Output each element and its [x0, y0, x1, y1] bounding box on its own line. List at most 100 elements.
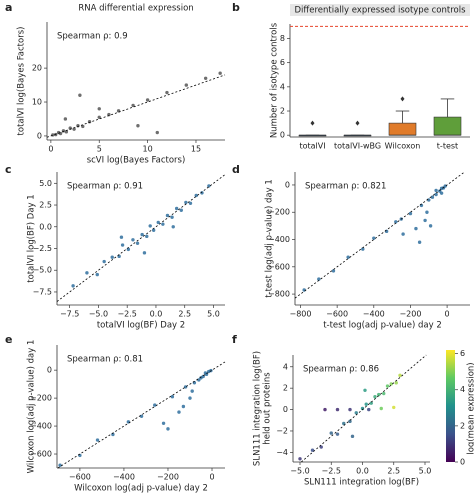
x-tick-label: 5.0 — [419, 467, 432, 476]
point — [170, 395, 175, 399]
point — [126, 420, 131, 424]
point — [298, 457, 302, 461]
point — [203, 76, 208, 80]
point — [317, 277, 321, 281]
point — [174, 206, 179, 211]
x-tick-label: −400 — [113, 473, 135, 482]
panel-label: d — [232, 163, 240, 176]
point — [194, 193, 198, 198]
point — [434, 188, 438, 193]
point — [156, 220, 160, 225]
point — [218, 71, 222, 75]
outlier — [310, 120, 315, 126]
y-tick-label: −2 — [276, 426, 288, 435]
point — [323, 407, 327, 412]
point — [166, 427, 170, 431]
point — [81, 124, 85, 129]
x-tick-label: 0 — [209, 473, 214, 482]
point — [346, 255, 350, 259]
x-tick-label: totalVI — [299, 142, 325, 151]
x-tick-label: −5.0 — [89, 310, 108, 319]
y-tick-label: 0 — [285, 180, 290, 189]
point — [394, 381, 398, 385]
point — [310, 448, 315, 452]
y-axis-label: SLN111 integration log(BF) — [253, 351, 263, 466]
annotation: Spearman ρ: 0.91 — [67, 182, 143, 192]
panel-label: e — [5, 333, 12, 346]
y-tick-label: −7.5 — [33, 287, 52, 296]
point — [430, 195, 435, 199]
point — [161, 421, 166, 425]
point — [348, 419, 352, 424]
y-tick-label: 6 — [280, 58, 285, 67]
x-tick-label: −7.5 — [60, 310, 79, 319]
point — [71, 284, 75, 288]
point — [63, 117, 68, 121]
annotation: Spearman ρ: 0.9 — [57, 32, 128, 42]
point — [107, 112, 111, 117]
annotation: Spearman ρ: 0.86 — [303, 365, 379, 375]
point — [131, 103, 135, 108]
x-tick-label: 2.5 — [178, 310, 191, 319]
point — [414, 226, 418, 231]
panel-label: b — [232, 1, 240, 14]
x-axis-label: scVI log(Bayes Factors) — [87, 156, 186, 166]
colorbar-tick-label: 2 — [460, 421, 465, 430]
y-tick-label: −400 — [268, 235, 290, 244]
y-tick-label: −200 — [268, 208, 290, 217]
point — [145, 234, 149, 239]
colorbar-tick-label: 0 — [460, 458, 465, 467]
point — [161, 222, 165, 226]
point — [394, 220, 398, 224]
x-tick-label: 2.5 — [387, 467, 400, 476]
panel: c 5.0 2.5 0.0 −2.5 −5.0 −7.5 −7.5 −5.0 −2.5 0.0 2.5… — [5, 163, 226, 331]
x-tick-label: −2.5 — [117, 310, 136, 319]
y-tick-label: −600 — [30, 450, 52, 459]
point — [78, 93, 82, 97]
point — [181, 404, 186, 409]
y-tick-label: 4 — [280, 82, 285, 91]
point — [331, 269, 336, 273]
panel-label: a — [5, 1, 12, 14]
point — [97, 107, 101, 111]
point — [372, 236, 376, 240]
annotation: Spearman ρ: 0.81 — [67, 355, 143, 365]
y-tick-label: −200 — [30, 394, 52, 403]
y-tick-label: 8 — [280, 34, 285, 43]
y-tick-label: −2.5 — [33, 244, 52, 253]
point — [177, 410, 181, 414]
x-tick-label: −200 — [399, 310, 421, 319]
point — [155, 130, 159, 135]
colorbar — [446, 350, 455, 462]
point — [350, 434, 355, 439]
colorbar-tick-label: 4 — [460, 385, 465, 394]
point — [184, 200, 188, 205]
point — [379, 406, 383, 411]
x-tick-label: 5.0 — [207, 310, 220, 319]
y-tick-label: 0 — [283, 405, 288, 414]
y-tick-label: 2 — [283, 384, 288, 393]
point — [425, 210, 429, 214]
x-tick-label: 10 — [143, 145, 153, 154]
point — [142, 251, 147, 255]
point — [190, 389, 194, 393]
point — [398, 373, 402, 378]
x-tick-label: totalVI-wBG — [334, 142, 381, 151]
y-tick-label: −5.0 — [33, 266, 52, 275]
point — [110, 255, 114, 259]
chart-title: Differentially expressed isotype control… — [294, 6, 466, 16]
point — [148, 224, 152, 228]
point — [377, 392, 381, 397]
point — [151, 228, 156, 232]
colorbar-tick-label: 6 — [460, 349, 465, 358]
point — [401, 232, 405, 236]
point — [369, 401, 373, 405]
point — [373, 395, 377, 399]
point — [367, 407, 371, 412]
point — [335, 432, 340, 436]
annotation: Spearman ρ: 0.821 — [305, 182, 386, 192]
x-tick-label: −600 — [69, 473, 91, 482]
panel: a RNA differential expression 0 10 20 0 5 10 15 s… — [5, 1, 226, 166]
outlier — [355, 120, 360, 126]
